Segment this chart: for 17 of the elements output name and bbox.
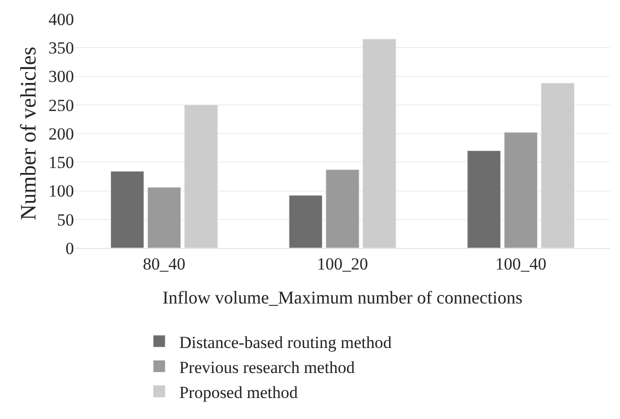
x-tick-label: 100_40	[495, 254, 546, 274]
legend-label: Previous research method	[179, 358, 356, 377]
y-tick-label: 350	[48, 38, 74, 58]
x-tick-label: 80_40	[142, 254, 186, 274]
x-axis-title: Inflow volume_Maximum number of connections	[162, 288, 522, 308]
y-tick-label: 200	[48, 124, 74, 144]
legend-label: Proposed method	[179, 382, 298, 402]
y-tick-label: 150	[48, 153, 74, 172]
y-tick-label: 300	[48, 67, 74, 86]
x-tick-label: 100_20	[317, 254, 368, 274]
y-tick-label: 0	[66, 238, 74, 258]
legend-label: Distance-based routing method	[179, 332, 392, 352]
y-tick-label: 250	[48, 96, 74, 115]
y-axis-title: Number of vehicles	[15, 46, 40, 220]
y-tick-label: 400	[48, 10, 74, 29]
y-tick-label: 100	[48, 182, 74, 201]
y-tick-label: 50	[57, 210, 74, 230]
